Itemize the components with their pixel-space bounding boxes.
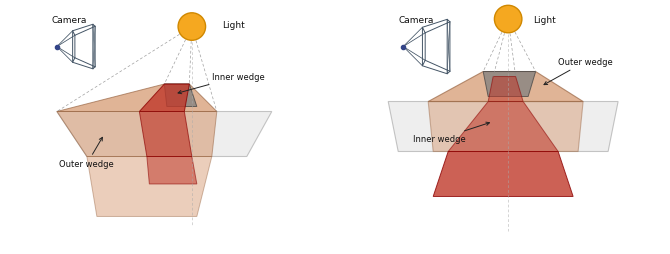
Text: Light: Light bbox=[533, 15, 556, 24]
Polygon shape bbox=[164, 85, 197, 107]
Text: Inner wedge: Inner wedge bbox=[178, 73, 265, 94]
Circle shape bbox=[178, 14, 206, 41]
Polygon shape bbox=[483, 72, 535, 97]
Polygon shape bbox=[388, 102, 618, 152]
Text: Outer wedge: Outer wedge bbox=[60, 138, 114, 169]
Polygon shape bbox=[147, 157, 197, 184]
Polygon shape bbox=[57, 112, 217, 157]
Text: Outer wedge: Outer wedge bbox=[544, 58, 613, 85]
Polygon shape bbox=[57, 112, 272, 157]
Circle shape bbox=[494, 6, 522, 34]
Text: Camera: Camera bbox=[398, 15, 433, 24]
Polygon shape bbox=[139, 112, 192, 157]
Text: Inner wedge: Inner wedge bbox=[413, 123, 490, 144]
Polygon shape bbox=[488, 77, 523, 102]
Polygon shape bbox=[448, 102, 558, 152]
Polygon shape bbox=[428, 72, 583, 102]
Text: Light: Light bbox=[222, 21, 245, 29]
Polygon shape bbox=[428, 102, 583, 152]
Polygon shape bbox=[139, 85, 190, 112]
Text: Camera: Camera bbox=[52, 15, 87, 24]
Polygon shape bbox=[57, 85, 217, 112]
Polygon shape bbox=[87, 157, 212, 217]
Polygon shape bbox=[433, 152, 573, 197]
